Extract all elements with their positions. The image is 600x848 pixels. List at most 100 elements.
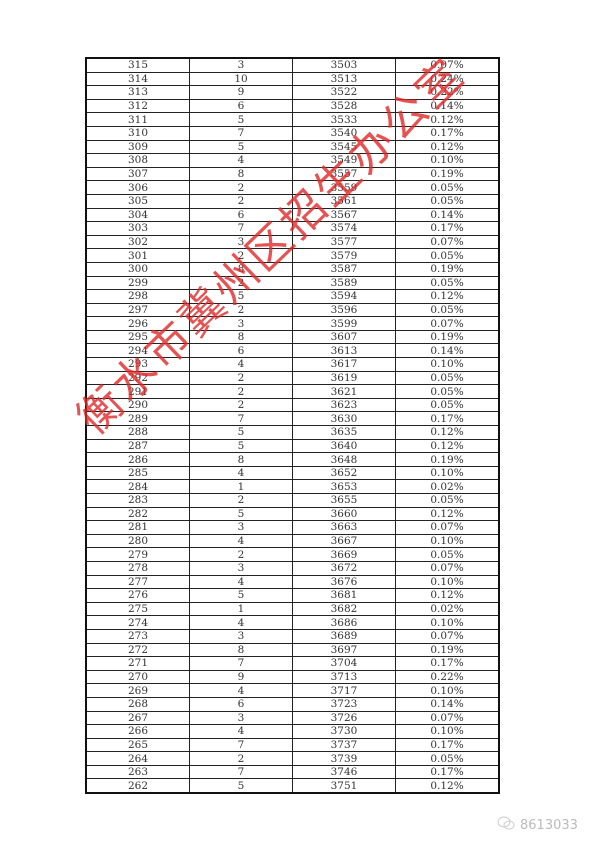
- cumulative-cell: 3596: [292, 302, 396, 318]
- count-cell: 2: [189, 751, 293, 766]
- table-row: 263 7 3746 0.17%: [85, 764, 500, 780]
- percent-cell: 0.07%: [395, 710, 500, 726]
- count-cell: 2: [189, 384, 293, 399]
- score-cell: 313: [85, 85, 190, 100]
- table-row: 274 4 3686 0.10%: [85, 615, 500, 630]
- count-cell: 2: [189, 493, 293, 508]
- score-cell: 282: [85, 506, 190, 522]
- score-cell: 314: [85, 71, 190, 87]
- percent-cell: 0.05%: [395, 493, 500, 508]
- percent-cell: 0.10%: [395, 533, 500, 549]
- score-cell: 276: [85, 588, 190, 603]
- cumulative-cell: 3682: [292, 601, 396, 617]
- table-row: 280 4 3667 0.10%: [85, 533, 500, 549]
- cumulative-cell: 3613: [292, 343, 396, 359]
- cumulative-cell: 3689: [292, 628, 396, 644]
- cumulative-cell: 3713: [292, 669, 396, 685]
- count-cell: 4: [189, 465, 293, 481]
- table-row: 272 8 3697 0.19%: [85, 642, 500, 658]
- score-cell: 268: [85, 696, 190, 712]
- count-cell: 7: [189, 737, 293, 753]
- score-cell: 304: [85, 207, 190, 223]
- table-row: 277 4 3676 0.10%: [85, 574, 500, 590]
- percent-cell: 0.05%: [395, 180, 500, 195]
- count-cell: 5: [189, 588, 293, 603]
- cumulative-cell: 3660: [292, 506, 396, 522]
- table-row: 278 3 3672 0.07%: [85, 560, 500, 576]
- score-cell: 271: [85, 656, 190, 671]
- percent-cell: 0.07%: [395, 560, 500, 576]
- table-row: 303 7 3574 0.17%: [85, 221, 500, 236]
- count-cell: 3: [189, 710, 293, 726]
- count-cell: 2: [189, 370, 293, 386]
- table-row: 275 1 3682 0.02%: [85, 601, 500, 617]
- table-row: 276 5 3681 0.12%: [85, 588, 500, 603]
- table-row: 284 1 3653 0.02%: [85, 479, 500, 494]
- percent-cell: 0.05%: [395, 248, 500, 263]
- table-row: 306 2 3559 0.05%: [85, 180, 500, 195]
- cumulative-cell: 3513: [292, 71, 396, 87]
- account-logo: 8613033: [497, 816, 578, 834]
- score-cell: 312: [85, 98, 190, 114]
- table-row: 288 5 3635 0.12%: [85, 425, 500, 440]
- score-cell: 305: [85, 193, 190, 209]
- cumulative-cell: 3589: [292, 275, 396, 291]
- score-cell: 310: [85, 125, 190, 141]
- percent-cell: 0.19%: [395, 452, 500, 467]
- cumulative-cell: 3617: [292, 357, 396, 372]
- percent-cell: 0.10%: [395, 574, 500, 590]
- count-cell: 8: [189, 642, 293, 658]
- percent-cell: 0.05%: [395, 547, 500, 562]
- table-row: 293 4 3617 0.10%: [85, 357, 500, 372]
- count-cell: 2: [189, 397, 293, 413]
- count-cell: 5: [189, 139, 293, 155]
- cumulative-cell: 3704: [292, 656, 396, 671]
- percent-cell: 0.17%: [395, 411, 500, 427]
- score-cell: 300: [85, 261, 190, 277]
- table-row: 294 6 3613 0.14%: [85, 343, 500, 359]
- score-cell: 270: [85, 669, 190, 685]
- count-cell: 5: [189, 506, 293, 522]
- cumulative-cell: 3686: [292, 615, 396, 630]
- score-cell: 299: [85, 275, 190, 291]
- count-cell: 3: [189, 628, 293, 644]
- score-cell: 275: [85, 601, 190, 617]
- count-cell: 2: [189, 547, 293, 562]
- count-cell: 3: [189, 560, 293, 576]
- table-row: 287 5 3640 0.12%: [85, 438, 500, 454]
- percent-cell: 0.14%: [395, 343, 500, 359]
- cumulative-cell: 3630: [292, 411, 396, 427]
- percent-cell: 0.05%: [395, 193, 500, 209]
- table-row: 310 7 3540 0.17%: [85, 125, 500, 141]
- cumulative-cell: 3640: [292, 438, 396, 454]
- percent-cell: 0.12%: [395, 588, 500, 603]
- table-row: 305 2 3561 0.05%: [85, 193, 500, 209]
- table-row: 267 3 3726 0.07%: [85, 710, 500, 726]
- score-cell: 279: [85, 547, 190, 562]
- percent-cell: 0.17%: [395, 221, 500, 236]
- cumulative-cell: 3672: [292, 560, 396, 576]
- table-row: 269 4 3717 0.10%: [85, 683, 500, 698]
- cumulative-cell: 3594: [292, 289, 396, 304]
- table-row: 298 5 3594 0.12%: [85, 289, 500, 304]
- count-cell: 3: [189, 57, 293, 73]
- score-cell: 283: [85, 493, 190, 508]
- percent-cell: 0.02%: [395, 479, 500, 494]
- cumulative-cell: 3587: [292, 261, 396, 277]
- count-cell: 4: [189, 724, 293, 739]
- percent-cell: 0.19%: [395, 642, 500, 658]
- score-cell: 306: [85, 180, 190, 195]
- table-row: 279 2 3669 0.05%: [85, 547, 500, 562]
- cumulative-cell: 3663: [292, 520, 396, 535]
- count-cell: 7: [189, 656, 293, 671]
- table-row: 299 2 3589 0.05%: [85, 275, 500, 291]
- cumulative-cell: 3635: [292, 425, 396, 440]
- cumulative-cell: 3621: [292, 384, 396, 399]
- percent-cell: 0.02%: [395, 601, 500, 617]
- count-cell: 9: [189, 669, 293, 685]
- score-cell: 284: [85, 479, 190, 494]
- count-cell: 7: [189, 764, 293, 780]
- percent-cell: 0.22%: [395, 669, 500, 685]
- cumulative-cell: 3652: [292, 465, 396, 481]
- score-cell: 303: [85, 221, 190, 236]
